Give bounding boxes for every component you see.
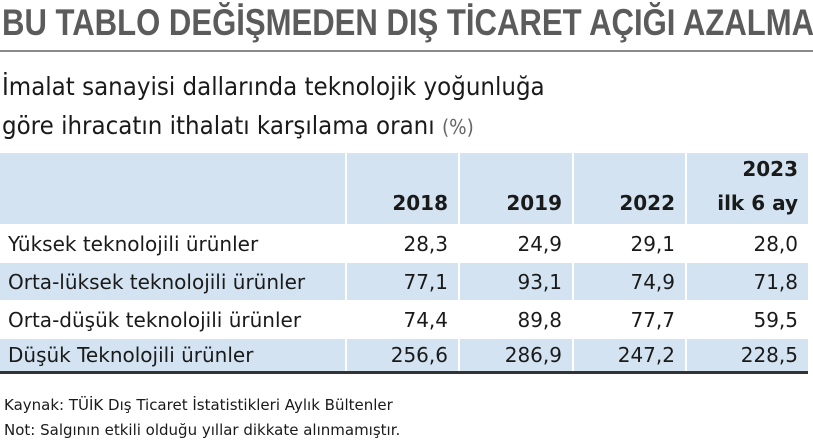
value-cell: 77,1 [347, 263, 458, 300]
value-cell: 286,9 [460, 339, 572, 371]
subtitle: göre ihracatın ithalatı karşılama oranı … [2, 111, 474, 140]
value-cell: 74,9 [574, 263, 685, 300]
header-cell: 2023 ilk 6 ay [687, 153, 808, 224]
source-note: Kaynak: TÜİK Dış Ticaret İstatistikleri … [4, 396, 393, 414]
subtitle: İmalat sanayisi dallarında teknolojik yo… [2, 72, 545, 101]
column-header: 2019 [506, 191, 562, 215]
value-cell: 77,7 [630, 308, 675, 332]
value-cell: 228,5 [687, 339, 808, 371]
unit: (%) [441, 115, 474, 139]
value-cell: 59,5 [753, 308, 798, 332]
column-header: ilk 6 ay [717, 191, 798, 215]
row-label: Orta-düşük teknolojili ürünler [8, 308, 302, 332]
title-rule [0, 50, 813, 52]
value-cell: 74,4 [403, 308, 448, 332]
table: 2018 2019 2022 2023 ilk 6 ay Yüksek teknoloji… [0, 153, 808, 372]
header-cell: 2022 [574, 153, 685, 224]
row-label: Yüksek teknolojili ürünler [8, 232, 259, 256]
value-cell: 29,1 [630, 232, 675, 256]
subtitle-text: göre ihracatın ithalatı karşılama oranı [2, 111, 435, 140]
value-cell: 247,2 [574, 339, 685, 371]
note: Not: Salgının etkili olduğu yıllar dikka… [4, 421, 401, 439]
value-cell: 28,0 [753, 232, 798, 256]
value-cell: 24,9 [517, 232, 562, 256]
column-header: 2018 [392, 191, 448, 215]
row-label: Düşük Teknolojili ürünler [0, 339, 345, 371]
column-header: 2022 [619, 191, 675, 215]
value-cell: 28,3 [403, 232, 448, 256]
title: BU TABLO DEĞİŞMEDEN DIŞ TİCARET AÇIĞI AZ… [2, 2, 813, 43]
header-cell [0, 153, 345, 224]
table-rule [0, 371, 808, 374]
header-cell: 2019 [460, 153, 572, 224]
value-cell: 71,8 [687, 263, 808, 300]
value-cell: 89,8 [517, 308, 562, 332]
row-label: Orta-lüksek teknolojili ürünler [0, 263, 345, 300]
value-cell: 256,6 [347, 339, 458, 371]
header-cell: 2018 [347, 153, 458, 224]
value-cell: 93,1 [460, 263, 572, 300]
column-header: 2023 [742, 157, 798, 181]
